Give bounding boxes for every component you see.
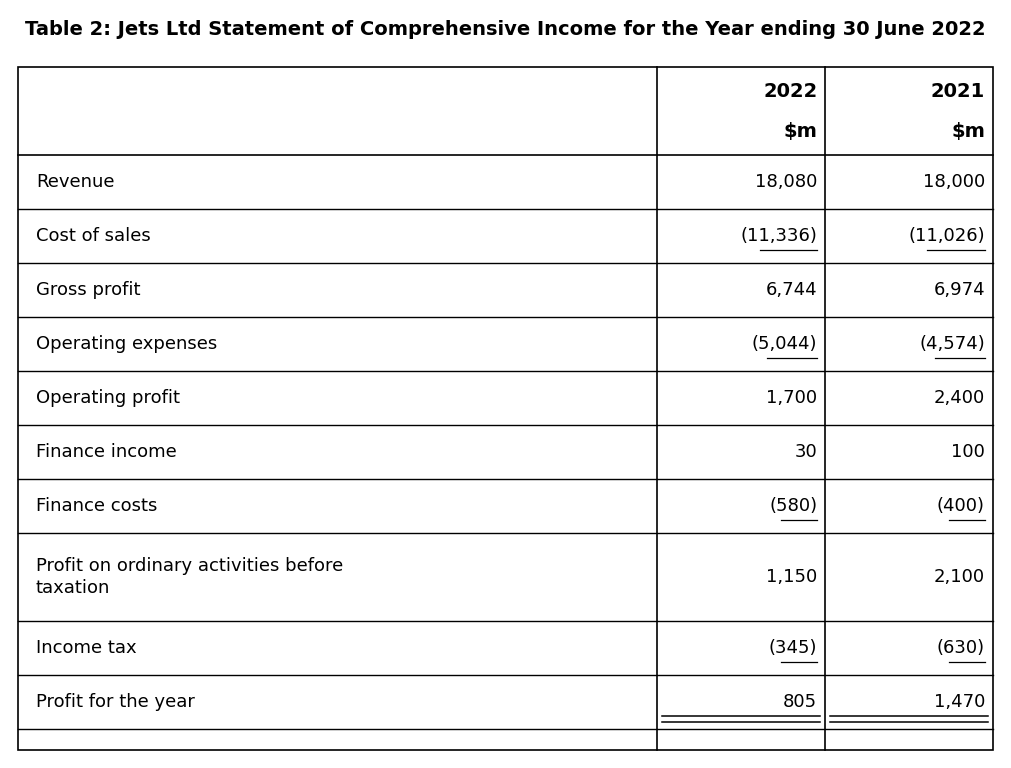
Text: 2,100: 2,100 — [934, 568, 985, 586]
Text: Operating profit: Operating profit — [36, 389, 180, 407]
Text: Profit for the year: Profit for the year — [36, 693, 195, 711]
Text: 2,400: 2,400 — [934, 389, 985, 407]
Text: 2021: 2021 — [931, 82, 985, 101]
Text: Gross profit: Gross profit — [36, 281, 141, 299]
Text: 6,974: 6,974 — [933, 281, 985, 299]
Text: (400): (400) — [937, 497, 985, 515]
Text: $m: $m — [951, 122, 985, 141]
Text: (5,044): (5,044) — [752, 335, 817, 353]
Bar — [18, 67, 993, 750]
Text: (11,336): (11,336) — [740, 227, 817, 245]
Text: 1,150: 1,150 — [766, 568, 817, 586]
Text: Revenue: Revenue — [36, 173, 114, 191]
Text: 100: 100 — [951, 443, 985, 461]
Text: Profit on ordinary activities before: Profit on ordinary activities before — [36, 557, 344, 575]
Text: Cost of sales: Cost of sales — [36, 227, 151, 245]
Text: Finance income: Finance income — [36, 443, 177, 461]
Text: 18,000: 18,000 — [923, 173, 985, 191]
Text: $m: $m — [784, 122, 817, 141]
Text: Operating expenses: Operating expenses — [36, 335, 217, 353]
Text: 805: 805 — [784, 693, 817, 711]
Text: taxation: taxation — [36, 579, 110, 597]
Text: (630): (630) — [937, 639, 985, 657]
Text: (11,026): (11,026) — [908, 227, 985, 245]
Text: 30: 30 — [795, 443, 817, 461]
Text: (4,574): (4,574) — [919, 335, 985, 353]
Text: 1,470: 1,470 — [933, 693, 985, 711]
Text: Income tax: Income tax — [36, 639, 136, 657]
Text: Finance costs: Finance costs — [36, 497, 158, 515]
Text: (345): (345) — [768, 639, 817, 657]
Text: 18,080: 18,080 — [755, 173, 817, 191]
Text: (580): (580) — [769, 497, 817, 515]
Text: 2022: 2022 — [763, 82, 817, 101]
Text: 1,700: 1,700 — [766, 389, 817, 407]
Text: Table 2: Jets Ltd Statement of Comprehensive Income for the Year ending 30 June : Table 2: Jets Ltd Statement of Comprehen… — [25, 20, 986, 39]
Text: 6,744: 6,744 — [765, 281, 817, 299]
